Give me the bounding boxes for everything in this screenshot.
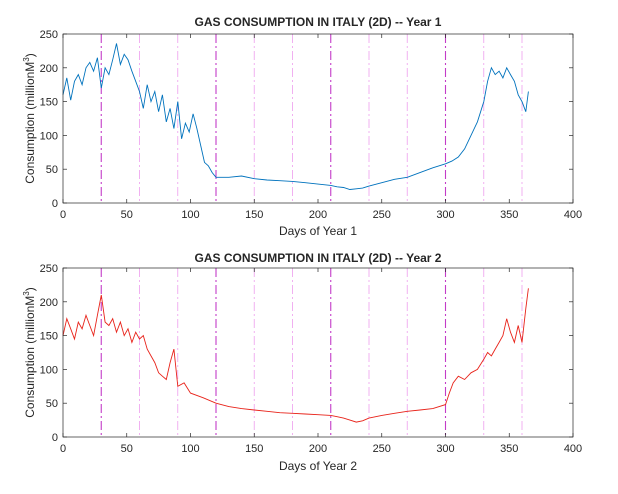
subplot-year-2: GAS CONSUMPTION IN ITALY (2D) -- Year 2 … [22,251,582,473]
x-tick-label: 0 [60,443,66,455]
y-tick-label: 0 [52,432,58,444]
y-tick-label: 0 [52,198,58,210]
y-tick-label: 250 [40,29,58,41]
x-axis-label: Days of Year 2 [279,459,357,473]
y-tick-label: 200 [40,63,58,75]
x-tick-label: 200 [309,443,327,455]
chart-title: GAS CONSUMPTION IN ITALY (2D) -- Year 1 [195,15,442,29]
y-tick-label: 200 [40,297,58,309]
x-tick-label: 400 [564,443,582,455]
y-tick-label: 150 [40,331,58,343]
y-tick-label: 250 [40,263,58,275]
y-axis-ticks: 0 50 100 150 200 250 [40,263,573,444]
y-tick-label: 50 [46,164,58,176]
y-axis-label: Consumption (millionM3) [22,53,37,184]
x-tick-label: 50 [121,209,133,221]
x-axis-label: Days of Year 1 [279,224,357,238]
x-tick-label: 150 [245,443,263,455]
x-tick-label: 200 [309,209,327,221]
x-tick-label: 100 [181,443,199,455]
month-markers [100,34,523,203]
y-tick-label: 150 [40,97,58,109]
series-line-year-1 [62,43,529,190]
subplot-year-1: GAS CONSUMPTION IN ITALY (2D) -- Year 1 … [22,15,582,238]
x-tick-label: 350 [500,209,518,221]
x-axis-ticks: 0 50 100 150 200 250 300 350 400 [60,34,582,221]
x-tick-label: 100 [181,209,199,221]
x-tick-label: 150 [245,209,263,221]
x-tick-label: 400 [564,209,582,221]
y-tick-label: 100 [40,364,58,376]
y-axis-label: Consumption (millionM3) [22,287,37,418]
plot-area [63,34,573,203]
x-tick-label: 250 [373,443,391,455]
series-line-year-2 [62,288,529,423]
x-tick-label: 350 [500,443,518,455]
x-tick-label: 0 [60,209,66,221]
x-tick-label: 300 [436,443,454,455]
y-tick-label: 50 [46,398,58,410]
x-tick-label: 50 [121,443,133,455]
chart-title: GAS CONSUMPTION IN ITALY (2D) -- Year 2 [195,251,442,265]
y-axis-ticks: 0 50 100 150 200 250 [40,29,573,210]
x-tick-label: 300 [436,209,454,221]
month-markers [100,268,523,437]
x-tick-label: 250 [373,209,391,221]
x-axis-ticks: 0 50 100 150 200 250 300 350 400 [60,268,582,455]
y-tick-label: 100 [40,130,58,142]
